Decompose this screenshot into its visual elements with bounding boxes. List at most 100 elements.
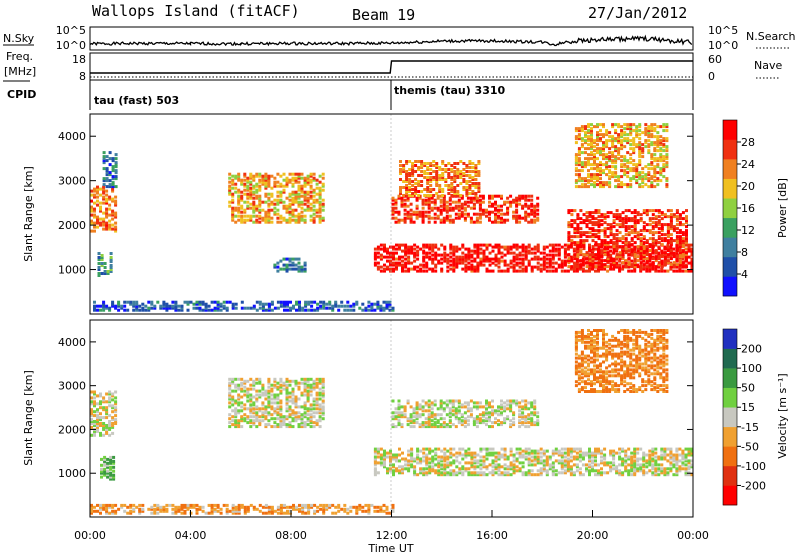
- heatmap-cell: [261, 308, 265, 312]
- heatmap-cell: [681, 451, 685, 455]
- heatmap-cell: [452, 261, 456, 265]
- heatmap-cell: [443, 457, 447, 461]
- heatmap-cell: [407, 247, 411, 251]
- heatmap-cell: [678, 259, 682, 263]
- heatmap-cell: [642, 463, 646, 467]
- heatmap-cell: [243, 389, 247, 393]
- heatmap-cell: [102, 300, 106, 304]
- heatmap-cell: [430, 200, 434, 204]
- heatmap-cell: [279, 415, 283, 419]
- heatmap-cell: [404, 245, 408, 249]
- heatmap-cell: [413, 251, 417, 255]
- heatmap-cell: [672, 247, 676, 251]
- heatmap-cell: [572, 249, 576, 253]
- heatmap-cell: [597, 209, 601, 213]
- heatmap-cell: [295, 302, 298, 306]
- heatmap-cell: [587, 129, 590, 133]
- heatmap-cell: [512, 259, 516, 263]
- heatmap-cell: [678, 229, 682, 233]
- heatmap-cell: [602, 163, 605, 167]
- heatmap-cell: [328, 302, 332, 306]
- heatmap-cell: [189, 300, 193, 304]
- heatmap-cell: [444, 178, 448, 181]
- heatmap-cell: [635, 163, 639, 167]
- heatmap-cell: [419, 461, 423, 465]
- heatmap-cell: [515, 196, 519, 200]
- cpid-panel: CPID tau (fast) 503 themis (tau) 3310: [7, 80, 694, 110]
- heatmap-cell: [318, 192, 322, 196]
- heatmap-cell: [590, 157, 593, 161]
- heatmap-cell: [436, 196, 440, 200]
- heatmap-cell: [469, 216, 473, 220]
- heatmap-cell: [618, 239, 622, 243]
- heatmap-cell: [465, 194, 469, 197]
- heatmap-cell: [469, 198, 473, 202]
- heatmap-cell: [593, 153, 596, 157]
- heatmap-cell: [452, 257, 456, 261]
- heatmap-cell: [657, 215, 661, 219]
- heatmap-cell: [620, 163, 624, 167]
- heatmap-cell: [636, 259, 640, 263]
- heatmap-cell: [464, 269, 468, 273]
- heatmap-cell: [405, 176, 409, 179]
- heatmap-cell: [588, 255, 592, 259]
- heatmap-cell: [410, 261, 414, 265]
- heatmap-cell: [515, 255, 519, 259]
- heatmap-cell: [660, 463, 664, 467]
- nsearch-tick-bottom: 10^0: [708, 39, 738, 52]
- heatmap-cell: [267, 381, 271, 385]
- heatmap-cell: [427, 198, 431, 202]
- heatmap-cell: [530, 220, 534, 224]
- heatmap-cell: [288, 257, 292, 261]
- heatmap-cell: [298, 300, 301, 304]
- heatmap-cell: [675, 249, 679, 253]
- heatmap-cell: [665, 147, 669, 151]
- heatmap-cell: [321, 198, 325, 202]
- heatmap-cell: [612, 251, 616, 255]
- heatmap-cell: [231, 423, 235, 427]
- heatmap-cell: [427, 196, 431, 200]
- heatmap-cell: [436, 194, 440, 198]
- heatmap-cell: [249, 421, 253, 425]
- heatmap-cell: [515, 210, 519, 214]
- heatmap-cell: [467, 249, 471, 253]
- heatmap-cell: [398, 465, 401, 469]
- heatmap-cell: [231, 377, 235, 381]
- heatmap-cell: [252, 409, 256, 413]
- heatmap-cell: [424, 198, 428, 202]
- heatmap-cell: [587, 161, 590, 165]
- heatmap-cell: [675, 243, 679, 247]
- heatmap-cell: [434, 469, 438, 473]
- heatmap-cell: [460, 196, 464, 200]
- heatmap-cell: [663, 473, 667, 477]
- heatmap-cell: [659, 141, 663, 145]
- heatmap-cell: [521, 253, 525, 257]
- heatmap-cell: [318, 180, 322, 184]
- heatmap-cell: [428, 449, 432, 453]
- heatmap-cell: [590, 175, 593, 179]
- velocity-cells: [90, 329, 694, 515]
- heatmap-cell: [618, 253, 622, 257]
- heatmap-cell: [105, 159, 109, 163]
- heatmap-cell: [638, 129, 642, 133]
- heatmap-cell: [657, 241, 661, 245]
- heatmap-cell: [669, 215, 673, 219]
- heatmap-cell: [439, 212, 443, 216]
- heatmap-cell: [665, 149, 669, 153]
- heatmap-cell: [644, 183, 648, 187]
- heatmap-cell: [401, 259, 404, 263]
- heatmap-cell: [450, 188, 454, 191]
- heatmap-cell: [472, 202, 476, 206]
- heatmap-cell: [454, 216, 458, 220]
- heatmap-cell: [521, 453, 525, 457]
- heatmap-cell: [651, 251, 655, 255]
- heatmap-cell: [252, 214, 256, 218]
- heatmap-cell: [231, 419, 235, 423]
- heatmap-cell: [630, 217, 634, 221]
- heatmap-cell: [294, 257, 298, 261]
- heatmap-cell: [665, 145, 669, 149]
- heatmap-cell: [574, 181, 578, 185]
- heatmap-cell: [109, 473, 113, 477]
- heatmap-cell: [618, 219, 622, 223]
- heatmap-cell: [234, 206, 238, 210]
